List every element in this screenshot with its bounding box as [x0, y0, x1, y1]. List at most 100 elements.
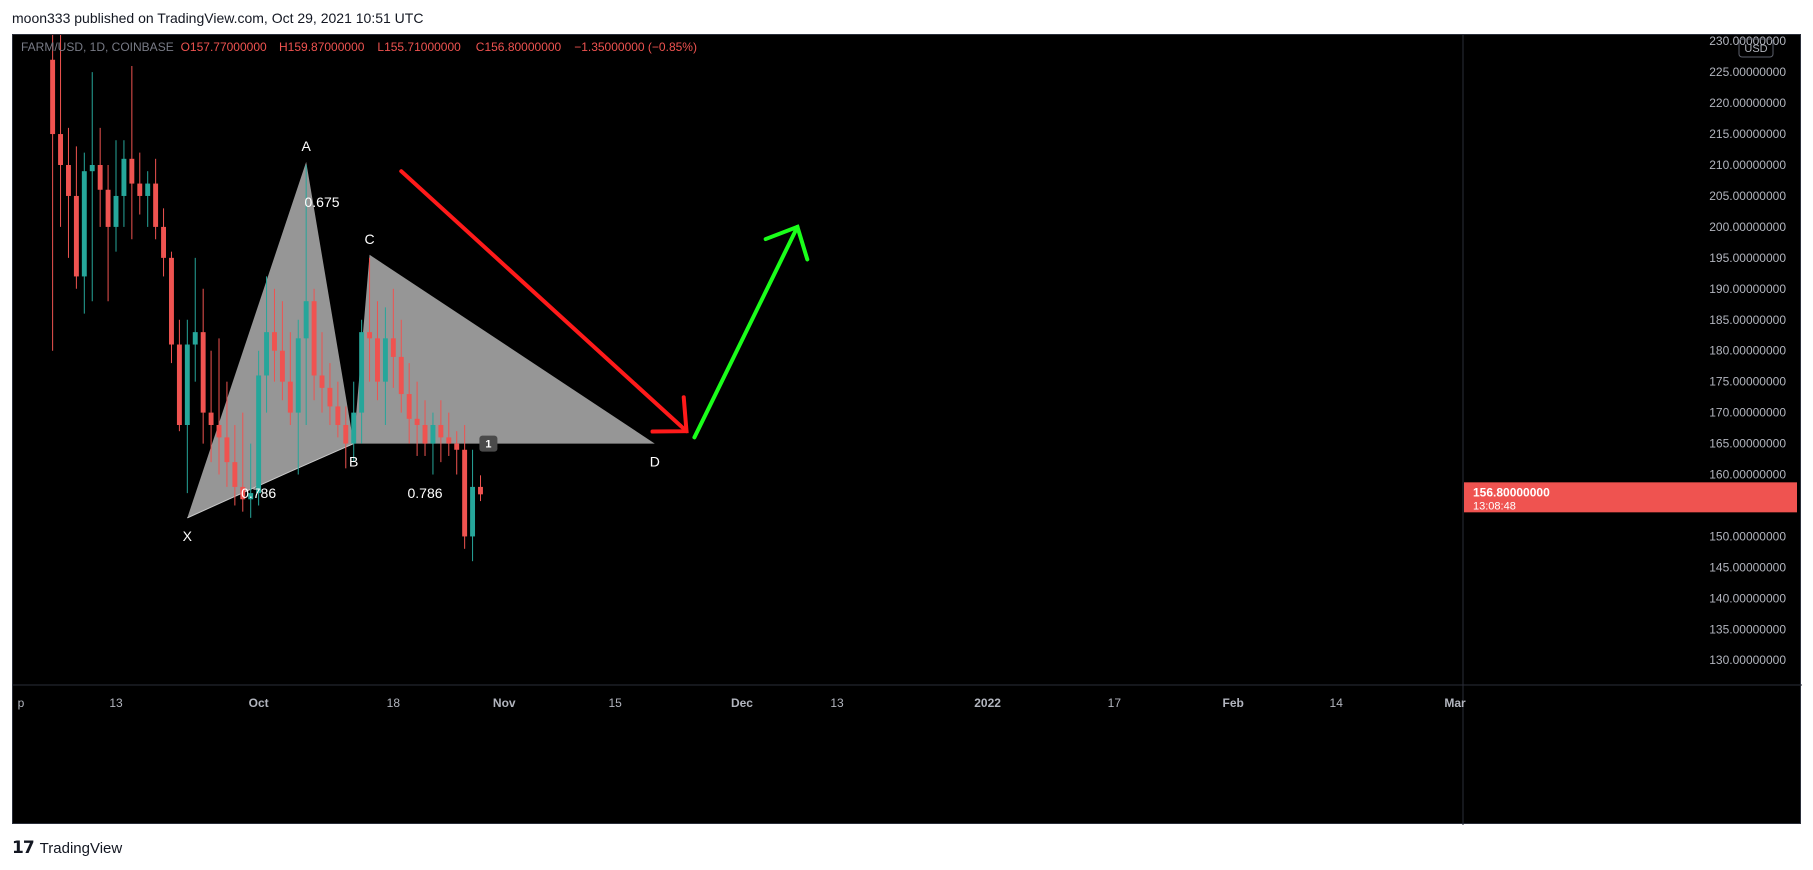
candle-body: [398, 356, 404, 395]
candle-body: [73, 195, 79, 277]
y-tick-label: 185.00000000: [1709, 313, 1786, 327]
countdown-label: 13:08:48: [1473, 500, 1516, 512]
candle-body: [470, 486, 476, 537]
published-line: moon333 published on TradingView.com, Oc…: [12, 10, 424, 26]
x-tick-label: Oct: [249, 696, 269, 710]
currency-label: USD: [1744, 43, 1767, 55]
candle-body: [430, 425, 436, 444]
y-tick-label: 145.00000000: [1709, 560, 1786, 574]
chart-panel[interactable]: X A B C D 0.675 0.786 0.786 1 230.00000000 225.00…: [12, 34, 1802, 825]
candle-body: [311, 301, 317, 376]
y-tick-label: 210.00000000: [1709, 158, 1786, 172]
y-tick-label: 180.00000000: [1709, 344, 1786, 358]
bcd-triangle: [353, 254, 655, 444]
ratio-label: 0.786: [407, 485, 442, 501]
candle-body: [176, 344, 182, 425]
footer-brand[interactable]: 17 TradingView: [12, 838, 122, 858]
candle-body: [184, 344, 190, 425]
xab-triangle: [187, 161, 354, 518]
y-tick-label: 130.00000000: [1709, 653, 1786, 667]
candle-body: [224, 437, 230, 463]
x-tick-label: 13: [830, 696, 844, 710]
y-tick-label: 175.00000000: [1709, 375, 1786, 389]
candle-body: [343, 425, 349, 444]
candle-body: [319, 375, 325, 388]
y-tick-label: 190.00000000: [1709, 282, 1786, 296]
candle-body: [390, 338, 396, 357]
axes-layer: 230.00000000 225.00000000 220.00000000 215.…: [18, 35, 1797, 710]
candle-body: [359, 332, 365, 413]
candle-body: [272, 332, 277, 351]
y-tick-label: 205.00000000: [1709, 189, 1786, 203]
x-tick-label: Nov: [493, 696, 516, 710]
candle-body: [478, 486, 483, 495]
candle-body: [145, 183, 151, 196]
legend-close: C156.80000000: [476, 40, 562, 54]
marker-text: 1: [485, 439, 491, 451]
candle-body: [462, 449, 468, 537]
candle-body: [169, 257, 174, 345]
price-chart[interactable]: X A B C D 0.675 0.786 0.786 1 230.00000000 225.00…: [13, 35, 1802, 825]
candle-body: [279, 350, 285, 382]
candle-body: [248, 493, 254, 500]
x-tick-label: 13: [109, 696, 123, 710]
up-arrow-head: [763, 224, 810, 262]
candle-body: [406, 394, 412, 419]
last-price-tag: [1464, 482, 1797, 513]
legend-change: −1.35000000 (−0.85%): [574, 40, 697, 54]
legend-low: L155.71000000: [377, 40, 461, 54]
candle-body: [303, 301, 309, 339]
candle-body: [446, 437, 452, 444]
tradingview-logo-icon: 17: [12, 838, 35, 858]
y-tick-label: 170.00000000: [1709, 406, 1786, 420]
harmonic-pattern: [187, 161, 655, 519]
candle-body: [121, 158, 127, 196]
pattern-labels: X A B C D 0.675 0.786 0.786 1: [183, 138, 660, 544]
candle-body: [161, 226, 167, 258]
x-tick-label: 18: [387, 696, 401, 710]
up-arrow-shaft: [692, 224, 800, 440]
candle-body: [256, 375, 262, 494]
y-tick-label: 230.00000000: [1709, 35, 1786, 48]
point-label-d: D: [650, 454, 660, 470]
candle-body: [287, 381, 293, 413]
x-tick-label: Dec: [731, 696, 753, 710]
candle-body: [200, 332, 206, 413]
candle-body: [58, 134, 63, 165]
candle-body: [367, 332, 373, 339]
x-tick-label: 17: [1108, 696, 1122, 710]
point-label-c: C: [364, 231, 374, 247]
candle-body: [89, 165, 95, 172]
grid-layer: [13, 35, 1802, 825]
candle-body: [97, 165, 103, 190]
y-tick-label: 220.00000000: [1709, 96, 1786, 110]
point-label-a: A: [301, 138, 311, 154]
candle-body: [375, 338, 380, 382]
candle-body: [208, 412, 214, 425]
last-price-label: 156.80000000: [1473, 485, 1550, 499]
y-tick-label: 225.00000000: [1709, 65, 1786, 79]
candle-body: [351, 412, 357, 444]
candle-body: [216, 425, 222, 438]
point-label-x: X: [183, 528, 193, 544]
legend-high: H159.87000000: [279, 40, 365, 54]
candle-body: [232, 462, 238, 487]
x-tick-label: 14: [1330, 696, 1344, 710]
y-tick-label: 195.00000000: [1709, 251, 1786, 265]
legend-symbol: FARM/USD, 1D, COINBASE: [21, 40, 174, 54]
candle-body: [81, 171, 87, 277]
candle-body: [105, 189, 111, 227]
arrows-layer: [399, 169, 810, 440]
xb-leg-line: [187, 470, 291, 519]
candle-body: [50, 59, 56, 135]
brand-name: TradingView: [39, 839, 123, 857]
ratio-label: 0.675: [304, 194, 339, 210]
legend-layer: FARM/USD, 1D, COINBASE O157.77000000 H159.…: [21, 38, 1774, 58]
candle-body: [295, 338, 301, 413]
y-tick-label: 135.00000000: [1709, 622, 1786, 636]
xb-leg-line: [290, 443, 354, 472]
y-tick-label: 140.00000000: [1709, 591, 1786, 605]
x-tick-label: 15: [609, 696, 623, 710]
candle-body: [335, 406, 341, 425]
ratio-label: 0.786: [241, 485, 276, 501]
